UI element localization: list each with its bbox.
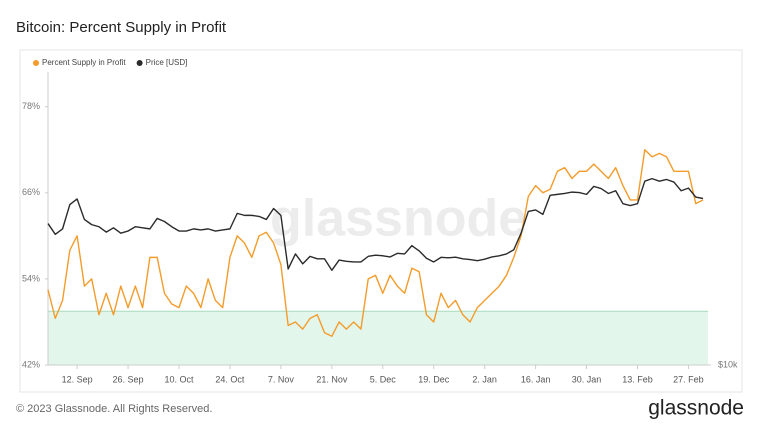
x-tick-label: 21. Nov <box>316 374 348 384</box>
x-tick-label: 5. Dec <box>370 374 397 384</box>
x-tick-label: 7. Nov <box>268 374 295 384</box>
series-line <box>47 177 704 271</box>
y-tick-label: 54% <box>22 273 40 283</box>
x-tick-label: 24. Oct <box>215 374 245 384</box>
chart-title: Bitcoin: Percent Supply in Profit <box>16 19 227 36</box>
x-tick-label: 2. Jan <box>472 374 497 384</box>
footer: © 2023 Glassnode. All Rights Reserved. <box>16 403 212 415</box>
x-tick-label: 10. Oct <box>164 374 194 384</box>
y2-tick-label: $10k <box>718 359 738 369</box>
logo: glassnode <box>648 397 744 420</box>
watermark: glassnode <box>270 190 527 248</box>
shaded-band <box>48 311 708 365</box>
x-tick-label: 13. Feb <box>622 374 653 384</box>
legend-label: Price [USD] <box>146 58 188 67</box>
chart-frame <box>19 49 743 393</box>
x-tick-label: 27. Feb <box>673 374 704 384</box>
y-tick-label: 78% <box>22 101 40 111</box>
x-tick-label: 26. Sep <box>113 374 144 384</box>
legend-label: Percent Supply in Profit <box>42 58 126 67</box>
legend-marker <box>33 60 39 66</box>
x-tick-label: 30. Jan <box>572 374 602 384</box>
y-tick-label: 66% <box>22 187 40 197</box>
x-tick-label: 19. Dec <box>418 374 450 384</box>
y-tick-label: 42% <box>22 359 40 369</box>
series-line <box>47 149 704 337</box>
legend-marker <box>136 60 143 66</box>
x-tick-label: 16. Jan <box>521 374 551 384</box>
x-tick-label: 12. Sep <box>62 374 93 384</box>
